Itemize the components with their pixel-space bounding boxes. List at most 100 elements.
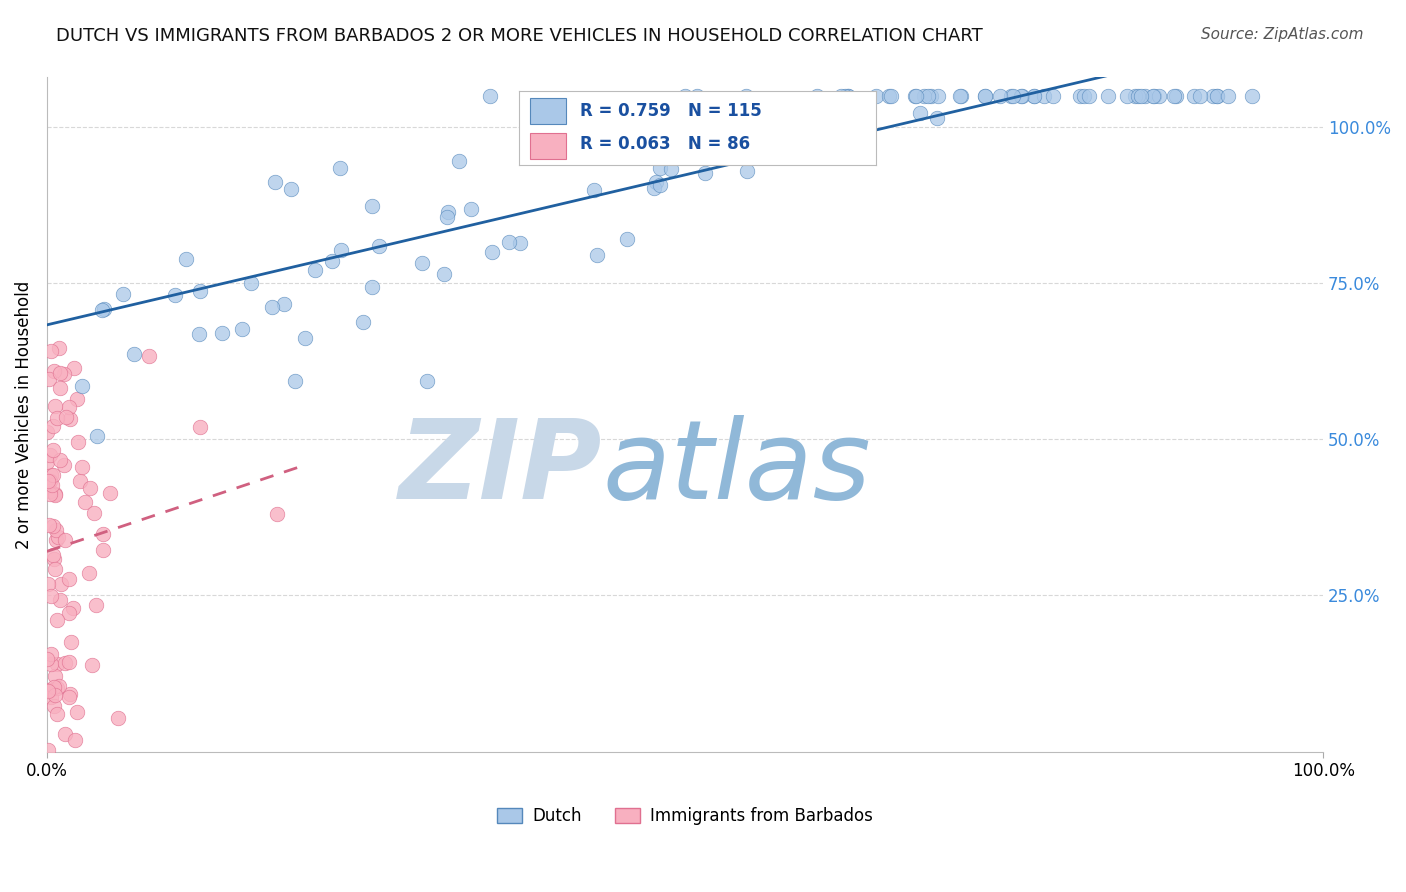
Point <box>42 364 65 378</box>
Point <box>211 326 233 340</box>
Point <box>264 175 287 189</box>
Point <box>509 235 531 250</box>
Point <box>1206 89 1229 103</box>
Point <box>42 699 65 714</box>
Point <box>735 89 758 103</box>
Point <box>41 419 63 434</box>
Point <box>44 669 66 683</box>
Point <box>834 89 856 103</box>
Point <box>1133 89 1156 103</box>
Point <box>260 300 283 314</box>
Point <box>239 276 262 290</box>
Point <box>686 89 709 103</box>
Point <box>692 138 714 153</box>
Point <box>231 322 253 336</box>
Point <box>37 475 59 489</box>
Point <box>53 367 76 381</box>
Point <box>411 256 433 270</box>
Point <box>1216 89 1239 103</box>
Point <box>58 655 80 669</box>
Point <box>695 166 717 180</box>
Point <box>42 519 65 533</box>
Point <box>69 474 91 488</box>
Point <box>91 526 114 541</box>
Point <box>38 371 60 385</box>
Point <box>187 326 209 341</box>
Point <box>655 117 678 131</box>
Point <box>478 89 501 103</box>
Point <box>294 331 316 345</box>
Point <box>46 706 69 721</box>
Point <box>841 129 863 144</box>
Point <box>55 410 77 425</box>
Point <box>188 420 211 434</box>
Point <box>917 89 939 103</box>
Point <box>44 688 66 702</box>
Y-axis label: 2 or more Vehicles in Household: 2 or more Vehicles in Household <box>15 280 32 549</box>
Point <box>37 743 59 757</box>
Point <box>1184 89 1206 103</box>
Point <box>517 135 540 149</box>
Point <box>42 549 65 563</box>
Point <box>1022 89 1045 103</box>
Point <box>460 202 482 216</box>
Point <box>48 679 70 693</box>
Point <box>39 690 62 704</box>
Point <box>44 487 66 501</box>
Point <box>361 198 384 212</box>
Point <box>163 288 186 302</box>
Point <box>643 180 665 194</box>
Point <box>138 349 160 363</box>
Point <box>59 412 82 426</box>
Point <box>650 178 672 192</box>
Point <box>768 99 790 113</box>
Point <box>361 280 384 294</box>
Point <box>1042 89 1064 103</box>
Point <box>91 542 114 557</box>
Point <box>38 517 60 532</box>
Point <box>45 411 67 425</box>
Point <box>806 89 828 103</box>
Point <box>63 733 86 747</box>
Point <box>1123 89 1146 103</box>
Point <box>60 634 83 648</box>
Point <box>1143 89 1166 103</box>
Point <box>927 89 949 103</box>
Point <box>586 248 609 262</box>
Point <box>266 508 288 522</box>
Point <box>84 598 107 612</box>
Point <box>45 533 67 547</box>
Point <box>37 425 59 439</box>
Point <box>58 690 80 705</box>
Point <box>1097 89 1119 103</box>
Point <box>837 89 859 103</box>
Point <box>751 93 773 107</box>
Point <box>44 399 66 413</box>
Point <box>42 467 65 482</box>
Point <box>616 232 638 246</box>
Point <box>44 488 66 502</box>
Point <box>742 135 765 149</box>
Point <box>1206 89 1229 103</box>
Point <box>436 211 458 225</box>
Point <box>58 400 80 414</box>
Point <box>498 235 520 250</box>
Point <box>583 183 606 197</box>
Point <box>90 302 112 317</box>
Point <box>122 347 145 361</box>
Point <box>44 552 66 566</box>
Point <box>645 175 668 189</box>
Point <box>1129 89 1152 103</box>
Point <box>1069 89 1091 103</box>
Point <box>617 132 640 146</box>
Point <box>52 458 75 473</box>
Point <box>35 455 58 469</box>
Point <box>652 100 675 114</box>
Point <box>93 301 115 316</box>
Point <box>49 593 72 607</box>
Point <box>1202 89 1225 103</box>
Point <box>44 562 66 576</box>
Point <box>1011 89 1033 103</box>
Point <box>59 687 82 701</box>
Point <box>66 435 89 450</box>
